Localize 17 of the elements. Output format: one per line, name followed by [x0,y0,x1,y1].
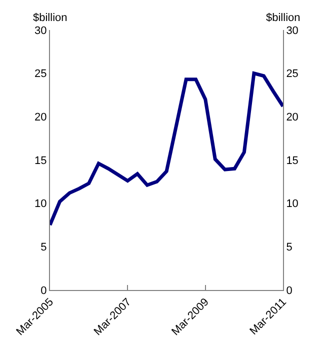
y2-tick-label: 10 [286,198,298,210]
y2-tick-label: 5 [286,242,292,254]
y2-tick-label: 25 [286,68,298,80]
y2-tick-label: 30 [286,24,298,37]
line-series [50,72,283,227]
y2-tick-label: 0 [286,284,292,297]
y-tick-label: 0 [40,284,47,297]
y-axis-title: $billion [33,12,68,24]
y-tick-label: 20 [34,112,47,124]
y-tick-label: 5 [40,242,47,254]
y2-tick-label: 15 [286,154,298,167]
y-tick-label: 25 [34,68,47,80]
y2-tick-label: 20 [286,112,298,124]
y-tick-label: 15 [34,154,47,167]
y-tick-label: 10 [34,198,47,210]
y-tick-label: 30 [34,24,47,37]
y2-axis-title: $billion [266,12,300,24]
